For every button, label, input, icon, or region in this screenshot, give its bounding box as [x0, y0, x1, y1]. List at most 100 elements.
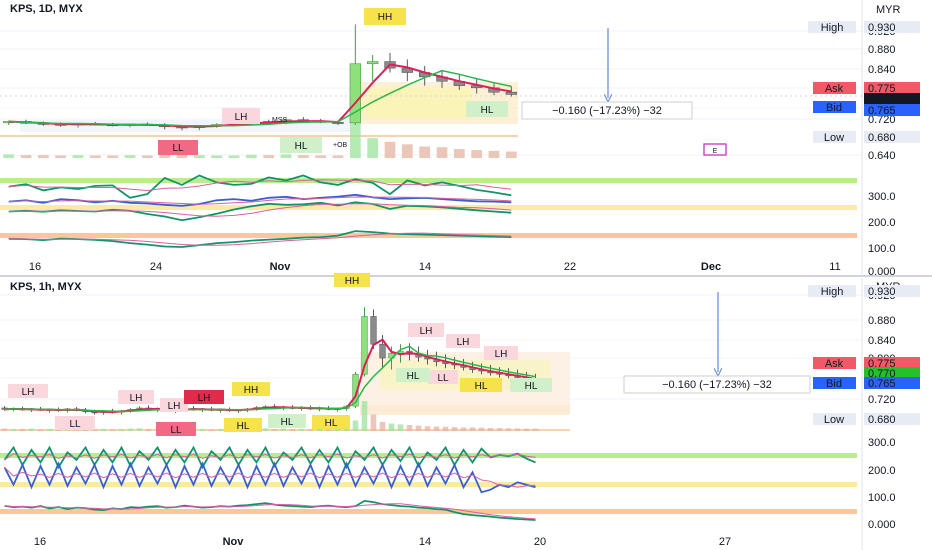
- hourly-volume-bar: [208, 429, 215, 431]
- daily-volume-bar: [315, 155, 327, 158]
- daily-time-tick: 14: [419, 261, 431, 273]
- hourly-volume-bar: [46, 428, 53, 431]
- daily-price-tick: 0.720: [868, 114, 896, 126]
- hourly-oscillator-signal: [4, 466, 536, 488]
- hourly-structure-label: LH: [408, 323, 444, 337]
- hourly-volume-bar: [217, 428, 224, 431]
- daily-candle[interactable]: [366, 55, 379, 82]
- daily-measure-label: −0.160 (−17.23%) −32: [521, 101, 693, 120]
- daily-panel[interactable]: HH LH LL HL HL MSS +OB −0.160 (−17.23%) …: [0, 0, 862, 275]
- daily-label-hl-2: HL: [466, 101, 508, 117]
- svg-text:LH: LH: [130, 393, 143, 404]
- daily-price-tick: 0.880: [868, 44, 896, 56]
- daily-volume-bar: [367, 138, 379, 158]
- daily-oscillator-signal: [8, 179, 512, 192]
- daily-volume-bar: [436, 147, 448, 158]
- hourly-volume-bar: [532, 428, 539, 431]
- daily-osc-band-yellow: [0, 205, 857, 210]
- hourly-volume-bar: [397, 424, 404, 431]
- daily-candle[interactable]: [505, 86, 518, 97]
- daily-time-tick: 11: [829, 261, 840, 273]
- daily-label-ob: +OB: [333, 142, 348, 149]
- daily-event-badge[interactable]: E: [703, 143, 727, 156]
- daily-currency: MYR: [876, 4, 901, 16]
- hourly-volume-bar: [307, 429, 314, 431]
- daily-oscillator-tick: 100.0: [868, 243, 896, 255]
- svg-text:HL: HL: [295, 141, 308, 152]
- daily-volume-bar: [141, 155, 153, 158]
- hourly-volume-bar: [37, 429, 44, 431]
- hourly-structure-label: HL: [460, 378, 502, 392]
- hourly-volume-bar: [406, 425, 413, 431]
- svg-text:HL: HL: [281, 417, 294, 428]
- daily-candle[interactable]: [349, 24, 362, 125]
- hourly-volume-bar: [127, 428, 134, 431]
- daily-volume-bar: [211, 155, 223, 158]
- hourly-high-tag: High 0.930: [808, 285, 920, 298]
- hourly-volume-bar: [136, 428, 143, 431]
- hourly-volume-bar: [523, 428, 530, 431]
- hourly-time-tick: 14: [419, 536, 431, 548]
- hourly-price-tick: 0.880: [868, 315, 896, 327]
- daily-volume-bar: [193, 155, 205, 158]
- hourly-oscillator-tick: 0.000: [868, 519, 896, 531]
- hourly-structure-label: LH: [446, 334, 480, 348]
- hourly-volume-bar: [415, 425, 422, 431]
- hourly-volume-bar: [298, 428, 305, 431]
- svg-text:0.765: 0.765: [868, 378, 896, 390]
- daily-volume-bar: [228, 155, 240, 158]
- hourly-volume-bar: [487, 428, 494, 431]
- svg-text:LH: LH: [420, 326, 433, 337]
- daily-volume-bars: [3, 122, 517, 158]
- hourly-structure-label: HL: [312, 415, 350, 429]
- hourly-oscillator-signal: [4, 503, 536, 520]
- hourly-structure-label: LL: [428, 370, 458, 384]
- hourly-price-tick: 0.720: [868, 394, 896, 406]
- daily-last-tag: 0.770: [864, 93, 920, 106]
- hourly-structure-label: LH: [118, 390, 154, 404]
- daily-moving-average-2: [8, 69, 512, 127]
- hourly-price-tick: 0.840: [868, 335, 896, 347]
- hourly-volume-bar: [514, 428, 521, 431]
- svg-text:Ask: Ask: [825, 83, 844, 95]
- hourly-volume-bar: [388, 423, 395, 431]
- hourly-structure-label: HL: [268, 414, 306, 428]
- daily-oscillators: [8, 174, 512, 248]
- hourly-volume-bar: [496, 428, 503, 431]
- hourly-volume-bar: [424, 426, 431, 431]
- hourly-structure-label: HL: [510, 378, 552, 392]
- hourly-structure-label: HH: [334, 273, 370, 287]
- daily-demand-zone: [362, 88, 472, 118]
- svg-text:HH: HH: [378, 12, 392, 23]
- daily-price-axis[interactable]: MYR 0.9200.8800.8400.8000.7600.7200.640 …: [808, 0, 932, 278]
- daily-volume-bar: [297, 155, 309, 158]
- hourly-volume-bar: [433, 426, 440, 431]
- hourly-volume-bar: [1, 428, 8, 431]
- hourly-volume-bar: [460, 427, 467, 431]
- hourly-oscillator-line: [3, 445, 536, 470]
- hourly-structure-label: HH: [232, 382, 270, 396]
- daily-volume-bar: [245, 154, 257, 158]
- hourly-symbol-label: KPS, 1h, MYX: [10, 281, 82, 293]
- hourly-volume-bar: [469, 427, 476, 431]
- hourly-volume-bar: [352, 420, 359, 431]
- daily-ask-tag: Ask 0.775: [813, 82, 920, 95]
- daily-oscillator-tick: 300.0: [868, 191, 896, 203]
- svg-text:HL: HL: [325, 418, 338, 429]
- hourly-volume-bar: [505, 428, 512, 431]
- svg-text:LH: LH: [22, 387, 35, 398]
- daily-volume-bar: [263, 155, 275, 158]
- hourly-panel[interactable]: HH LH LH LH LH LH LH LL LL LL HH HL HL HL HL HL HL LH −0.…: [0, 273, 862, 550]
- daily-volume-bar: [505, 151, 517, 158]
- hourly-volume-bar: [289, 428, 296, 431]
- hourly-volume-bar: [316, 428, 323, 431]
- svg-text:0.930: 0.930: [868, 286, 896, 298]
- daily-oscillator-signal: [8, 232, 512, 246]
- hourly-time-tick: Nov: [223, 536, 245, 548]
- hourly-bid-tag: Bid 0.765: [813, 377, 920, 390]
- svg-text:0.775: 0.775: [868, 83, 896, 95]
- hourly-osc-band-orange: [0, 509, 857, 514]
- svg-text:0.930: 0.930: [868, 22, 896, 34]
- svg-text:HL: HL: [525, 381, 538, 392]
